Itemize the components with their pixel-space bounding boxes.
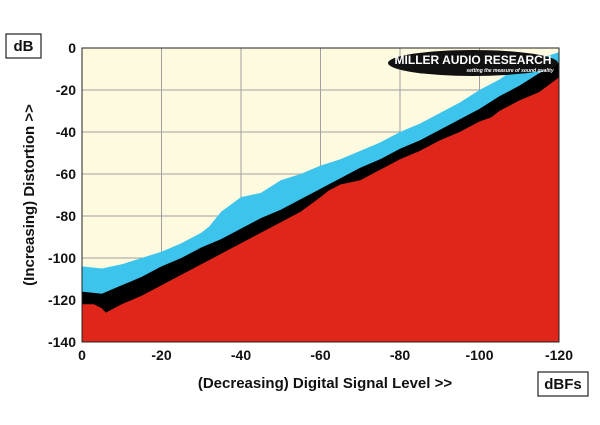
x-unit-frame: [537, 371, 589, 397]
y-tick-label: 0: [68, 40, 76, 56]
x-tick-label: -60: [310, 347, 330, 363]
y-tick-label: -100: [48, 250, 76, 266]
data-areas: [82, 52, 559, 343]
x-tick-label: -80: [390, 347, 410, 363]
x-tick-label: 0: [78, 347, 86, 363]
miller-audio-research-logo: MILLER AUDIO RESEARCH setting the measur…: [388, 50, 558, 76]
plot-frame: [81, 47, 560, 343]
y-axis-title: (Increasing) Distortion >>: [21, 104, 38, 286]
y-unit-frame: [5, 33, 42, 59]
x-tick-label: -40: [231, 347, 251, 363]
y-unit-label: dB: [14, 38, 34, 55]
x-tick-labels: 0 -20 -40 -60 -80 -100 -120: [78, 347, 573, 363]
y-tick-label: -40: [56, 124, 76, 140]
y-tick-label: -80: [56, 208, 76, 224]
y-tick-label: -120: [48, 292, 76, 308]
y-tick-label: -60: [56, 166, 76, 182]
x-axis-title: (Decreasing) Digital Signal Level >>: [198, 375, 452, 392]
y-tick-labels: 0 -20 -40 -60 -80 -100 -120 -140: [48, 40, 76, 350]
y-unit-box: dB: [5, 33, 42, 59]
logo-ellipse: [388, 50, 558, 76]
x-tick-label: -20: [151, 347, 171, 363]
y-tick-label: -20: [56, 82, 76, 98]
logo-tagline: setting the measure of sound quality: [466, 68, 553, 74]
x-unit-label: dBFs: [544, 376, 582, 393]
logo-name: MILLER AUDIO RESEARCH: [395, 53, 552, 67]
x-unit-box: dBFs: [537, 371, 589, 397]
x-tick-label: -100: [465, 347, 493, 363]
x-tick-label: -120: [545, 347, 573, 363]
red-region-area: [82, 77, 559, 343]
y-tick-label: -140: [48, 334, 76, 350]
